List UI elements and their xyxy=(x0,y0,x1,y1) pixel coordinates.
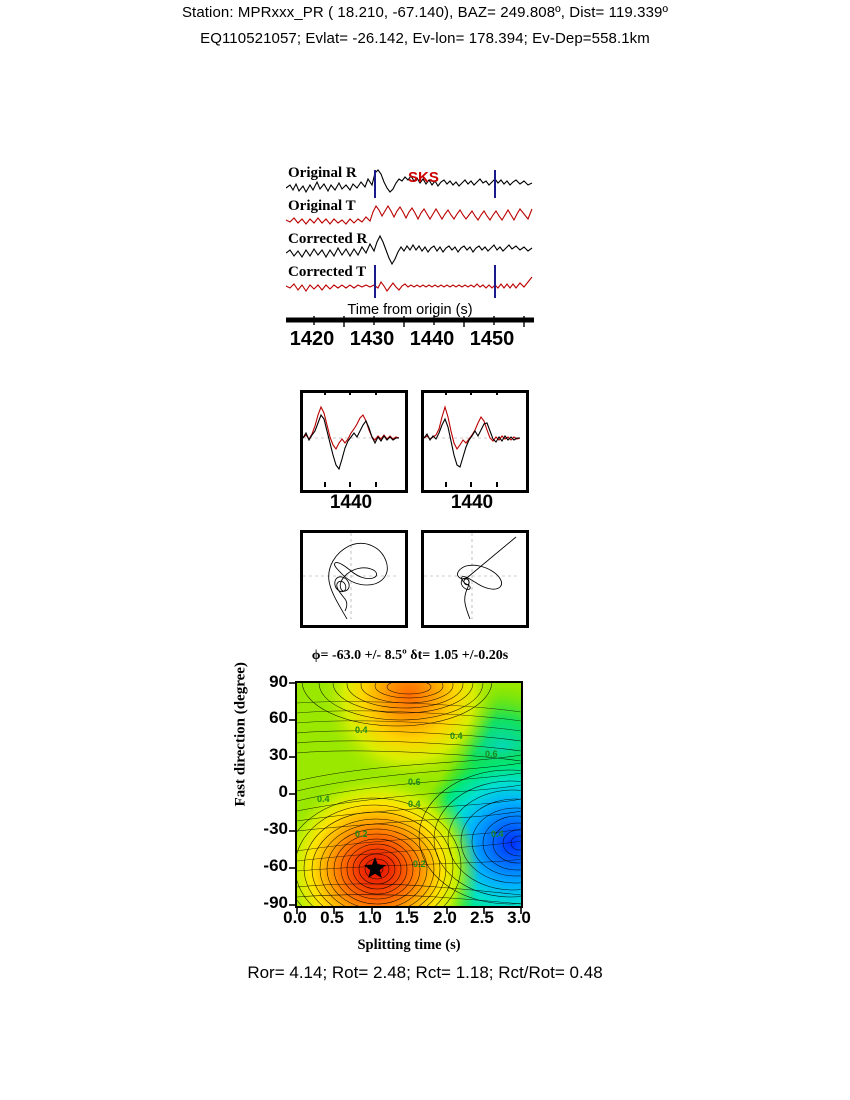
splitting-parameters-title: ϕ= -63.0 +/- 8.5º δt= 1.05 +/-0.20s xyxy=(311,648,509,663)
particle-motion-trace-uncorrected xyxy=(303,533,399,620)
ytick-60: 60 xyxy=(269,708,288,727)
particle-motion-panel-corrected xyxy=(421,530,529,628)
xtick-1.0: 1.0 xyxy=(358,908,382,927)
ytick-30: 30 xyxy=(269,745,288,764)
xtick-0.5: 0.5 xyxy=(320,908,344,927)
contour-label-0.2-b: 0.2 xyxy=(413,859,426,869)
xtick-1.5: 1.5 xyxy=(395,908,419,927)
trace-original-r xyxy=(286,169,533,194)
fast-slow-traces-corrected xyxy=(423,405,521,468)
trace-corrected-t xyxy=(286,276,533,292)
trace-row-original-t: Original T xyxy=(286,198,534,234)
contour-label-0.4-a: 0.4 xyxy=(355,725,368,735)
fast-slow-waveform-panel-uncorrected xyxy=(300,390,408,493)
event-info-line: EQ110521057; Evlat= -26.142, Ev-lon= 178… xyxy=(200,30,650,47)
time-axis xyxy=(286,316,534,327)
window-marker-end-lower xyxy=(494,265,496,298)
contour-xtick-marks xyxy=(296,908,522,914)
mini-tick-label-left: 1440 xyxy=(329,492,373,513)
quality-stats-line: Ror= 4.14; Rot= 2.48; Rct= 1.18; Rct/Rot… xyxy=(247,963,603,982)
best-fit-star-marker xyxy=(364,857,386,878)
window-marker-end xyxy=(494,170,496,198)
contour-xlabel: Splitting time (s) xyxy=(357,937,461,953)
trace-original-t xyxy=(286,204,533,225)
station-info-line: Station: MPRxxx_PR ( 18.210, -67.140), B… xyxy=(181,4,669,21)
particle-motion-panel-uncorrected xyxy=(300,530,408,628)
ytick-90: 90 xyxy=(269,672,288,691)
trace-label-corrected-t: Corrected T xyxy=(288,264,367,280)
contour-label-0.4-e: 0.4 xyxy=(491,829,504,839)
xtick-2.0: 2.0 xyxy=(433,908,457,927)
contour-label-0.4-b: 0.4 xyxy=(450,731,463,741)
window-marker-start-lower xyxy=(374,265,376,298)
time-tick-1430: 1430 xyxy=(349,328,395,350)
contour-xtick-labels: 0.0 0.5 1.0 1.5 2.0 2.5 3.0 xyxy=(275,908,555,934)
ytick-m30: -30 xyxy=(263,819,288,838)
ytick-m60: -60 xyxy=(263,856,288,875)
trace-label-corrected-r: Corrected R xyxy=(288,231,368,247)
trace-label-original-t: Original T xyxy=(288,198,356,214)
time-tick-1450: 1450 xyxy=(469,328,515,350)
mini-box-ticks-corrected xyxy=(445,390,498,487)
sks-phase-label: SKS xyxy=(408,169,439,186)
fast-slow-waveform-panel-corrected xyxy=(421,390,529,493)
energy-surface-plot: 0.4 0.4 0.6 0.6 0.4 0.4 0.2 0.4 0.2 xyxy=(289,681,523,914)
contour-label-0.2-a: 0.2 xyxy=(355,829,368,839)
xtick-3.0: 3.0 xyxy=(507,908,531,927)
contour-label-0.6-a: 0.6 xyxy=(485,749,498,759)
particle-motion-trace-corrected xyxy=(424,533,520,620)
trace-row-corrected-r: Corrected R xyxy=(286,231,534,267)
contour-label-0.4-c: 0.4 xyxy=(317,794,330,804)
contour-surface xyxy=(297,683,521,906)
contour-ytick-marks xyxy=(289,682,295,906)
trace-corrected-r xyxy=(286,234,533,266)
ytick-m90: -90 xyxy=(263,893,288,912)
trace-label-original-r: Original R xyxy=(288,165,357,181)
trace-row-original-r: Original R xyxy=(286,165,534,201)
contour-label-0.6-b: 0.6 xyxy=(408,777,421,787)
time-tick-1420: 1420 xyxy=(289,328,335,350)
mini-box-ticks-uncorrected xyxy=(324,390,377,487)
mini-tick-label-right: 1440 xyxy=(450,492,494,513)
waveform-stack: Original R Original T Corrected R Correc… xyxy=(286,165,534,300)
fast-slow-traces-uncorrected xyxy=(302,405,400,471)
window-marker-start xyxy=(374,170,376,198)
trace-row-corrected-t: Corrected T xyxy=(286,264,534,300)
time-tick-1440: 1440 xyxy=(409,328,455,350)
time-axis-label: Time from origin (s) xyxy=(347,302,473,318)
contour-ytick-labels: 90 60 30 0 -30 -60 -90 xyxy=(240,672,288,912)
xtick-0.0: 0.0 xyxy=(283,908,307,927)
ytick-0: 0 xyxy=(278,782,288,801)
contour-frame: 0.4 0.4 0.6 0.6 0.4 0.4 0.2 0.4 0.2 xyxy=(295,681,523,908)
xtick-2.5: 2.5 xyxy=(470,908,494,927)
contour-label-0.4-d: 0.4 xyxy=(408,799,421,809)
figure-header: Station: MPRxxx_PR ( 18.210, -67.140), B… xyxy=(0,0,850,52)
